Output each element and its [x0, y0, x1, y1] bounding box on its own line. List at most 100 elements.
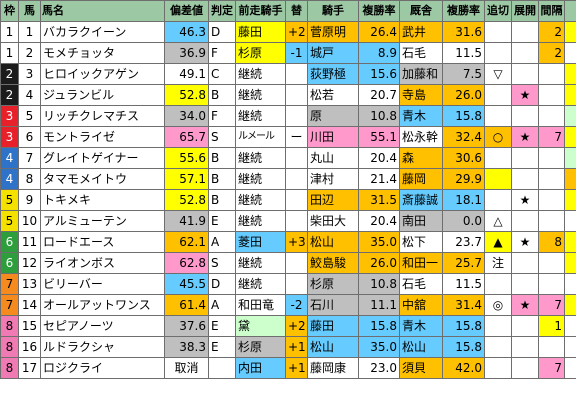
uma-number-cell: 13	[18, 273, 41, 295]
prev-jockey-cell: 継続	[235, 210, 286, 232]
kankaku-cell	[538, 63, 565, 85]
star-mark-icon: ★	[511, 189, 539, 211]
uma-number-cell: 16	[18, 336, 41, 358]
uma-number-cell: 9	[18, 189, 41, 211]
oikiri-mark-cell	[484, 147, 512, 169]
tenkai-mark-cell	[511, 168, 539, 190]
change-cell: +2	[285, 315, 308, 337]
horse-name-cell: バカラクイーン	[40, 21, 165, 43]
jockey-rate-cell: 35.0	[358, 231, 400, 253]
tenkai-mark-cell	[511, 357, 539, 379]
kankaku-cell	[538, 252, 565, 274]
hensa-cell: 41.9	[164, 210, 209, 232]
prev-jockey-cell: 杉原	[235, 336, 286, 358]
kankaku-cell: 7	[538, 357, 565, 379]
horse-name-cell: ルドラクシャ	[40, 336, 165, 358]
change-cell: -2	[285, 294, 308, 316]
jockey-rate-cell: 35.0	[358, 336, 400, 358]
tenkai-mark-cell	[511, 210, 539, 232]
jockey-cell: 原	[307, 105, 359, 127]
horse-name-cell: グレイトゲイナー	[40, 147, 165, 169]
oikiri-mark-cell	[484, 315, 512, 337]
jockey-rate-cell: 8.9	[358, 42, 400, 64]
col-header-uma[interactable]: 馬	[18, 0, 41, 22]
arrow-rank-cell: 11	[564, 273, 576, 295]
jockey-cell: 松若	[307, 84, 359, 106]
col-header-grade[interactable]: 判定	[208, 0, 236, 22]
col-header-arrow[interactable]: ↑	[564, 0, 576, 22]
grade-cell: B	[208, 147, 236, 169]
table-row[interactable]: 5 10 アルミューテン 41.9 E 継続 柴田大 20.4 南田 0.0 △	[0, 210, 576, 232]
waku-color-cell: 4	[0, 147, 19, 169]
col-header-name[interactable]: 馬名	[40, 0, 165, 22]
arrow-rank-cell: 15	[564, 105, 576, 127]
hensa-cell: 61.4	[164, 294, 209, 316]
col-header-waku[interactable]: 枠	[0, 0, 19, 22]
hensa-cell: 34.0	[164, 105, 209, 127]
change-cell	[285, 252, 308, 274]
col-header-prev-jockey[interactable]: 前走騎手	[235, 0, 286, 22]
jockey-rate-cell: 20.4	[358, 147, 400, 169]
trainer-rate-cell: 15.8	[442, 105, 485, 127]
oikiri-mark-icon: ◎	[484, 294, 512, 316]
uma-number-cell: 6	[18, 126, 41, 148]
col-header-hensa[interactable]: 偏差値	[164, 0, 209, 22]
waku-color-cell: 1	[0, 42, 19, 64]
hensa-cell: 62.8	[164, 252, 209, 274]
prev-jockey-cell: 継続	[235, 252, 286, 274]
trainer-cell: 藤岡	[399, 168, 443, 190]
col-header-jockey[interactable]: 騎手	[307, 0, 359, 22]
grade-cell: E	[208, 315, 236, 337]
col-header-oikiri[interactable]: 追切	[484, 0, 512, 22]
kankaku-cell: 8	[538, 231, 565, 253]
oikiri-mark-icon: ▽	[484, 63, 512, 85]
trainer-rate-cell: 31.6	[442, 21, 485, 43]
uma-number-cell: 15	[18, 315, 41, 337]
waku-color-cell: 7	[0, 273, 19, 295]
kankaku-cell	[538, 147, 565, 169]
tenkai-mark-cell	[511, 63, 539, 85]
trainer-rate-cell: 0.0	[442, 210, 485, 232]
uma-number-cell: 2	[18, 42, 41, 64]
jockey-rate-cell: 26.0	[358, 252, 400, 274]
horse-name-cell: リッチクレマチス	[40, 105, 165, 127]
col-header-trainer-rate[interactable]: 複勝率	[442, 0, 485, 22]
col-header-jockey-rate[interactable]: 複勝率	[358, 0, 400, 22]
tenkai-mark-cell	[511, 147, 539, 169]
trainer-cell: 和田一	[399, 252, 443, 274]
col-header-change[interactable]: 替	[285, 0, 308, 22]
grade-cell: F	[208, 42, 236, 64]
prev-jockey-cell: 菱田	[235, 231, 286, 253]
col-header-kankaku[interactable]: 間隔	[538, 0, 565, 22]
grade-cell: F	[208, 105, 236, 127]
tenkai-mark-cell	[511, 21, 539, 43]
col-header-trainer[interactable]: 厩舎	[399, 0, 443, 22]
trainer-cell: 南田	[399, 210, 443, 232]
horse-name-cell: モメチョッタ	[40, 42, 165, 64]
trainer-cell: 石毛	[399, 273, 443, 295]
grade-cell: A	[208, 294, 236, 316]
table-row[interactable]: 8 17 ロジクライ 取消 内田 +1 藤岡康 23.0 須貝 42.0 7	[0, 357, 576, 379]
arrow-rank-cell: 7	[564, 147, 576, 169]
prev-jockey-cell: 継続	[235, 105, 286, 127]
trainer-rate-cell: 29.9	[442, 168, 485, 190]
kankaku-cell: 2	[538, 42, 565, 64]
jockey-rate-cell: 23.0	[358, 357, 400, 379]
col-header-tenkai[interactable]: 展開	[511, 0, 539, 22]
horse-name-cell: セピアノーツ	[40, 315, 165, 337]
